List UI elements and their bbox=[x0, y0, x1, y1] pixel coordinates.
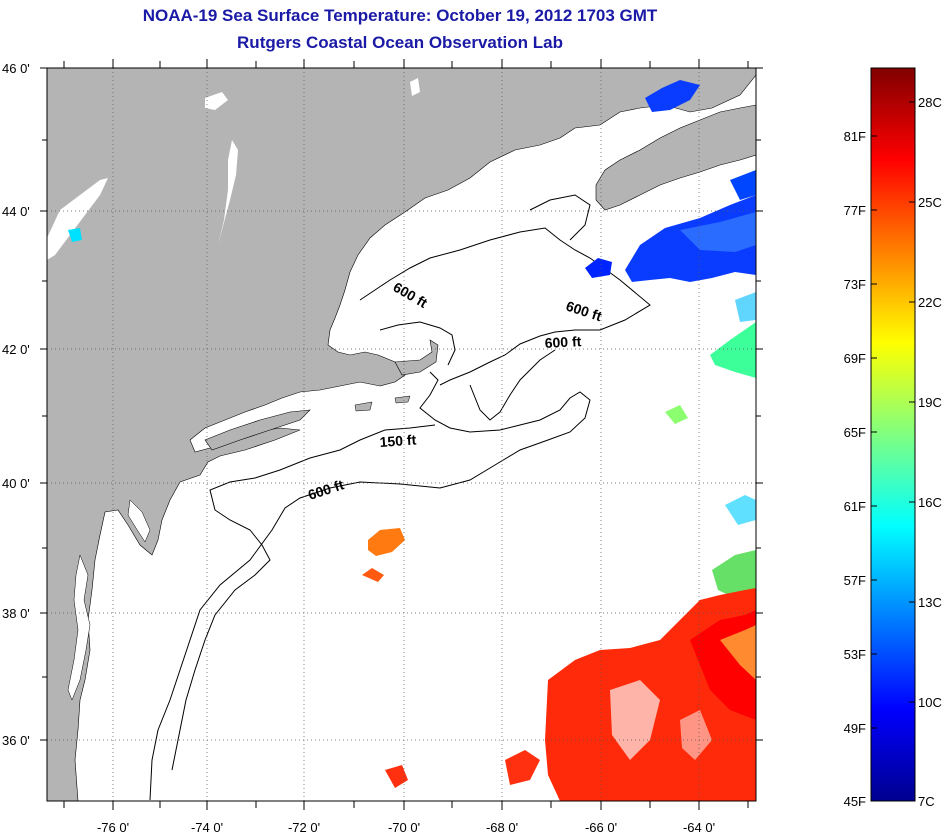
colorbar-c-label: 25C bbox=[918, 195, 942, 210]
lon-label: -74 0' bbox=[191, 820, 223, 835]
lake-small bbox=[410, 78, 420, 96]
colorbar-f-label: 81F bbox=[844, 129, 866, 144]
colorbar-c-label: 16C bbox=[918, 495, 942, 510]
contour-label: 600 ft bbox=[544, 333, 582, 351]
land-nova-scotia bbox=[595, 104, 756, 211]
colorbar-c-label: 13C bbox=[918, 595, 942, 610]
map-border bbox=[46, 67, 757, 802]
delaware-bay bbox=[127, 499, 151, 543]
contour-label: 150 ft bbox=[379, 431, 417, 450]
map-subtitle: Rutgers Coastal Ocean Observation Lab bbox=[237, 33, 563, 52]
lon-label: -66 0' bbox=[585, 820, 617, 835]
sst-warm-patches bbox=[362, 528, 756, 801]
lon-label: -76 0' bbox=[97, 820, 129, 835]
land-mainland bbox=[47, 68, 756, 801]
colorbar-f-label: 77F bbox=[844, 203, 866, 218]
lon-label: -68 0' bbox=[486, 820, 518, 835]
colorbar-c-label: 28C bbox=[918, 95, 942, 110]
lat-label: 46 0' bbox=[2, 61, 30, 76]
colorbar-f-label: 45F bbox=[844, 794, 866, 809]
lat-label: 36 0' bbox=[2, 733, 30, 748]
colorbar-f-label: 49F bbox=[844, 721, 866, 736]
colorbar-c-label: 22C bbox=[918, 295, 942, 310]
colorbar-f-label: 65F bbox=[844, 425, 866, 440]
lat-label: 42 0' bbox=[2, 342, 30, 357]
lake-moosehead bbox=[205, 92, 228, 110]
lon-label: -70 0' bbox=[388, 820, 420, 835]
colorbar-f-label: 61F bbox=[844, 499, 866, 514]
land-cape-cod bbox=[394, 339, 439, 376]
lake-champlain bbox=[218, 140, 238, 245]
map-area: 600 ft 600 ft 600 ft 150 ft 600 ft bbox=[47, 68, 756, 801]
depth-contours bbox=[149, 194, 651, 801]
axis-ticks bbox=[40, 59, 763, 810]
colorbar-ticks bbox=[871, 101, 915, 729]
colorbar bbox=[870, 67, 916, 802]
lat-label: 38 0' bbox=[2, 606, 30, 621]
colorbar-c-label: 10C bbox=[918, 695, 942, 710]
colorbar-f-label: 69F bbox=[844, 351, 866, 366]
lat-label: 44 0' bbox=[2, 204, 30, 219]
colorbar-f-label: 57F bbox=[844, 573, 866, 588]
colorbar-f-label: 73F bbox=[844, 277, 866, 292]
sst-cold-patches bbox=[68, 80, 756, 598]
lon-label: -64 0' bbox=[683, 820, 715, 835]
land-islands bbox=[354, 395, 411, 412]
land-long-island bbox=[204, 409, 311, 451]
colorbar-c-label: 19C bbox=[918, 395, 942, 410]
colorbar-c-label: 7C bbox=[918, 794, 935, 809]
lake-ontario bbox=[47, 178, 108, 260]
lat-label: 40 0' bbox=[2, 476, 30, 491]
chesapeake-bay bbox=[67, 554, 91, 701]
colorbar-f-label: 53F bbox=[844, 647, 866, 662]
lon-label: -72 0' bbox=[288, 820, 320, 835]
map-title: NOAA-19 Sea Surface Temperature: October… bbox=[142, 6, 658, 25]
